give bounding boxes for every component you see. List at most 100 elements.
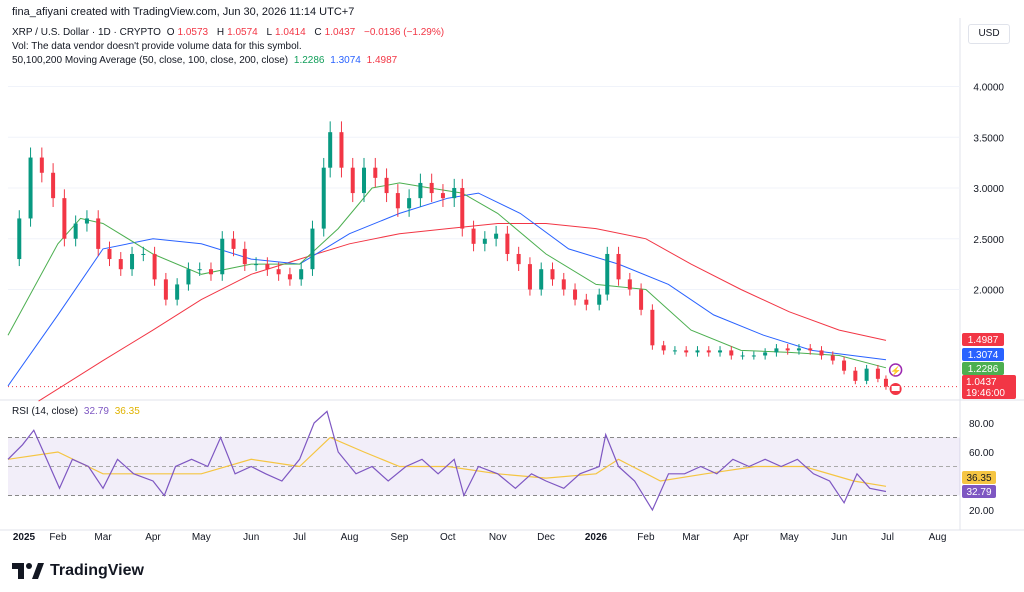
candle-body [875, 368, 880, 379]
lightning-event-icon [888, 363, 903, 377]
ma-label: 50,100,200 Moving Average (50, close, 10… [12, 55, 289, 66]
candle-body [527, 264, 532, 290]
tradingview-logo-icon [12, 563, 44, 579]
time-tick-label: Dec [537, 532, 555, 543]
ma200-price-tag [962, 333, 1004, 346]
tradingview-brand: TradingView [50, 562, 144, 579]
candle-body [254, 264, 259, 266]
time-tick-label: Oct [440, 532, 456, 543]
rsi-label: RSI (14, close) [12, 406, 79, 417]
candle-body [639, 289, 644, 310]
time-tick-label: Nov [489, 532, 507, 543]
candle-body [516, 253, 521, 265]
chart-credit: fina_afiyani created with TradingView.co… [12, 6, 355, 18]
rsi-tag-text: 32.79 [966, 487, 991, 498]
ma200-line [38, 223, 887, 402]
candle-body [751, 355, 756, 357]
price-tick-label: 2.5000 [973, 235, 1004, 246]
candle-body [17, 218, 22, 260]
candle-body [808, 348, 813, 351]
time-tick-label: Feb [49, 532, 67, 543]
rsi-legend[interactable]: RSI (14, close) 32.79 36.35 [12, 406, 143, 417]
time-tick-label: 2025 [13, 532, 36, 543]
ma-legend[interactable]: 50,100,200 Moving Average (50, close, 10… [12, 55, 400, 66]
candle-body [763, 352, 768, 356]
candle-body [118, 259, 123, 270]
candle-body [362, 167, 367, 194]
low-value: L 1.0414 [266, 27, 306, 38]
candle-body [141, 253, 146, 255]
candle-body [774, 348, 779, 353]
candle-body [220, 238, 225, 275]
rsi-ma-tag [962, 471, 996, 484]
candle-body [796, 348, 801, 351]
rsi-value: 32.79 [83, 406, 109, 417]
candle-body [740, 355, 745, 357]
last-price-text: 1.0437 [966, 377, 997, 388]
candle-body [130, 253, 135, 270]
ma100-price-tag-text: 1.3074 [968, 350, 999, 361]
candle-body [661, 345, 666, 351]
time-tick-label: Jul [881, 532, 894, 543]
rsi-tick-label: 80.00 [969, 419, 994, 430]
candle-body [460, 188, 465, 229]
time-tick-label: Jun [831, 532, 847, 543]
candle-body [505, 233, 510, 254]
candle-body [373, 167, 378, 178]
candle-body [616, 253, 621, 280]
volume-note: Vol: The data vendor doesn't provide vol… [12, 41, 302, 52]
ma100-line [7, 192, 887, 387]
candle-body [785, 348, 790, 351]
candle-body [471, 228, 476, 244]
symbol-name[interactable]: XRP / U.S. Dollar · 1D · CRYPTO [12, 27, 161, 38]
candle-body [265, 264, 270, 270]
rsi-tick-label: 20.00 [969, 506, 994, 517]
currency-selector[interactable]: USD [968, 24, 1010, 44]
ma50-value: 1.2286 [293, 55, 325, 66]
flag-icon [891, 386, 900, 391]
time-tick-label: Mar [682, 532, 700, 543]
price-tick-label: 4.0000 [973, 83, 1004, 94]
candle-body [231, 238, 236, 249]
candle-body [819, 350, 824, 356]
candle-body [339, 132, 344, 168]
rsi-tick-label: 60.00 [969, 448, 994, 459]
time-tick-label: May [780, 532, 799, 543]
candle-body [39, 157, 44, 173]
close-value: C 1.0437 [314, 27, 356, 38]
candle-body [650, 309, 655, 346]
candle-body [28, 157, 33, 219]
candle-body [597, 294, 602, 305]
candle-body [440, 193, 445, 199]
price-tick-label: 2.0000 [973, 286, 1004, 297]
time-tick-label: Aug [341, 532, 359, 543]
candle-body [321, 167, 326, 229]
candle-body [62, 198, 67, 239]
candle-body [51, 172, 56, 199]
time-tick-label: May [192, 532, 211, 543]
candle-body [561, 279, 566, 290]
candle-body [883, 378, 888, 387]
rsi-tag [962, 485, 996, 498]
ma50-line [7, 182, 887, 369]
time-tick-label: Jun [243, 532, 259, 543]
time-tick-label: Sep [391, 532, 409, 543]
candle-body [842, 360, 847, 371]
candle-body [452, 188, 457, 199]
time-tick-label: Apr [145, 532, 161, 543]
price-tick-label: 3.0000 [973, 184, 1004, 195]
candle-body [287, 274, 292, 280]
candle-body [208, 269, 213, 275]
candle-body [197, 269, 202, 271]
tradingview-logo[interactable]: TradingView [12, 562, 144, 580]
ma100-value: 1.3074 [330, 55, 361, 66]
candle-body [627, 279, 632, 290]
ma200-price-tag-text: 1.4987 [968, 335, 999, 346]
candle-body [107, 248, 112, 260]
candle-body [186, 269, 191, 285]
candle-body [418, 182, 423, 199]
ma50-price-tag-text: 1.2286 [968, 364, 999, 375]
change-value: −0.0136 (−1.29%) [364, 27, 445, 38]
rsi-ma-value: 36.35 [114, 406, 140, 417]
